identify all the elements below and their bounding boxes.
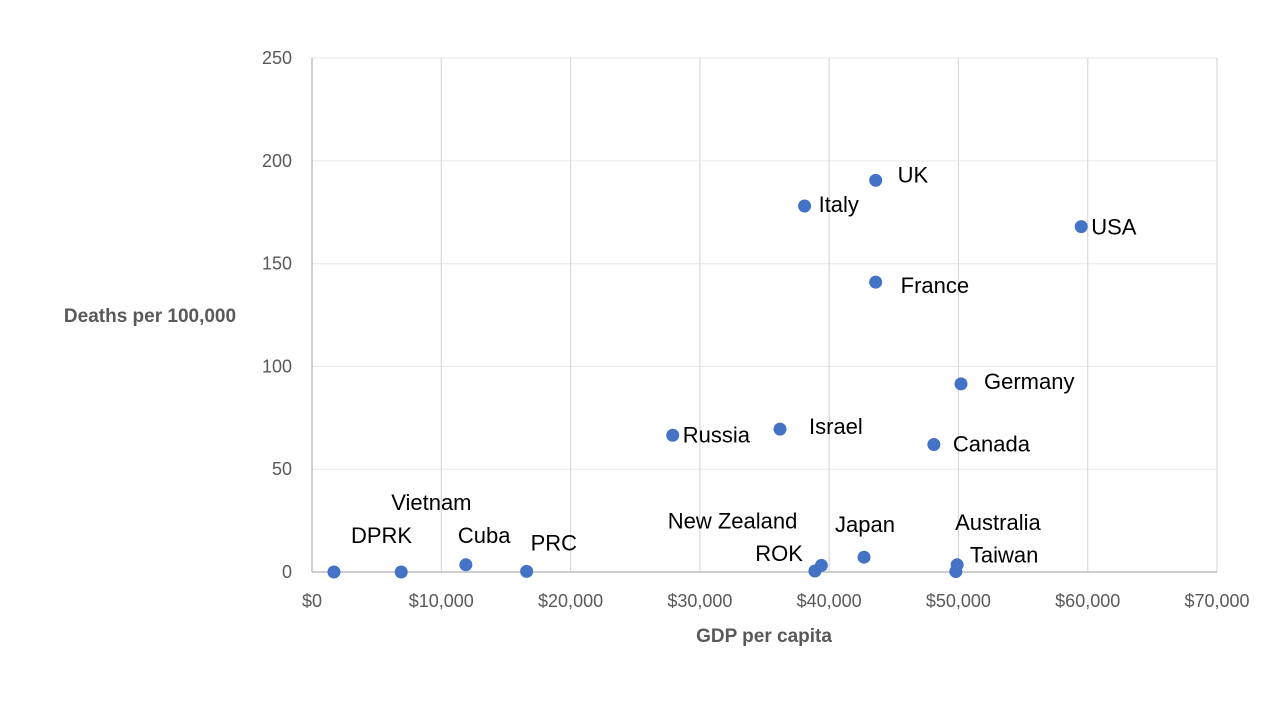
- data-point-italy: [798, 199, 812, 213]
- data-point-japan: [857, 550, 871, 564]
- axes: [311, 58, 1217, 573]
- data-labels: DPRK Vietnam Cuba PRC Russia Israel Italy ROK Ne…: [351, 162, 1137, 567]
- data-label-dprk: DPRK: [351, 523, 412, 548]
- data-point-uk: [869, 173, 883, 187]
- data-point-russia: [666, 428, 680, 442]
- data-label-canada: Canada: [953, 432, 1031, 457]
- y-tick-label: 200: [262, 151, 292, 171]
- data-point-prc: [520, 564, 534, 578]
- data-point-france: [869, 275, 883, 289]
- x-tick-label: $40,000: [797, 591, 862, 611]
- x-tick-labels: $0 $10,000 $20,000 $30,000 $40,000 $50,000 $60…: [302, 591, 1250, 611]
- data-label-japan: Japan: [835, 512, 895, 537]
- x-axis-title: GDP per capita: [696, 626, 832, 647]
- x-tick-label: $10,000: [409, 591, 474, 611]
- data-label-prc: PRC: [531, 530, 578, 555]
- y-axis-title: Deaths per 100,000: [64, 306, 236, 327]
- data-label-germany: Germany: [984, 369, 1074, 394]
- data-label-russia: Russia: [683, 422, 751, 447]
- data-label-france: France: [901, 273, 969, 298]
- y-tick-label: 50: [272, 459, 292, 479]
- data-label-italy: Italy: [819, 192, 859, 217]
- y-tick-label: 250: [262, 48, 292, 68]
- data-point-dprk: [327, 565, 341, 579]
- gridlines: [312, 57, 1218, 572]
- data-point-cuba: [459, 558, 473, 572]
- data-point-vietnam: [394, 565, 408, 579]
- y-tick-labels: 0 50 100 150 200 250: [262, 48, 292, 582]
- x-tick-label: $20,000: [538, 591, 603, 611]
- data-point-australia: [950, 558, 964, 572]
- x-tick-label: $60,000: [1055, 591, 1120, 611]
- x-tick-label: $70,000: [1184, 591, 1249, 611]
- data-label-vietnam: Vietnam: [391, 490, 471, 515]
- x-tick-label: $50,000: [926, 591, 991, 611]
- x-tick-label: $0: [302, 591, 322, 611]
- data-points: [327, 173, 1088, 579]
- data-point-germany: [954, 377, 968, 391]
- x-tick-label: $30,000: [667, 591, 732, 611]
- data-label-israel: Israel: [809, 414, 863, 439]
- data-label-uk: UK: [898, 162, 929, 187]
- data-label-australia: Australia: [955, 510, 1041, 535]
- data-label-cuba: Cuba: [458, 523, 511, 548]
- data-label-taiwan: Taiwan: [970, 543, 1038, 568]
- y-tick-label: 150: [262, 254, 292, 274]
- data-point-usa: [1074, 220, 1088, 234]
- data-label-new-zealand: New Zealand: [668, 508, 798, 533]
- data-label-rok: ROK: [755, 541, 803, 566]
- data-label-usa: USA: [1091, 215, 1137, 240]
- data-point-new-zealand: [814, 558, 828, 572]
- data-point-israel: [773, 422, 787, 436]
- data-point-canada: [927, 438, 941, 452]
- y-tick-label: 0: [282, 562, 292, 582]
- y-tick-label: 100: [262, 356, 292, 376]
